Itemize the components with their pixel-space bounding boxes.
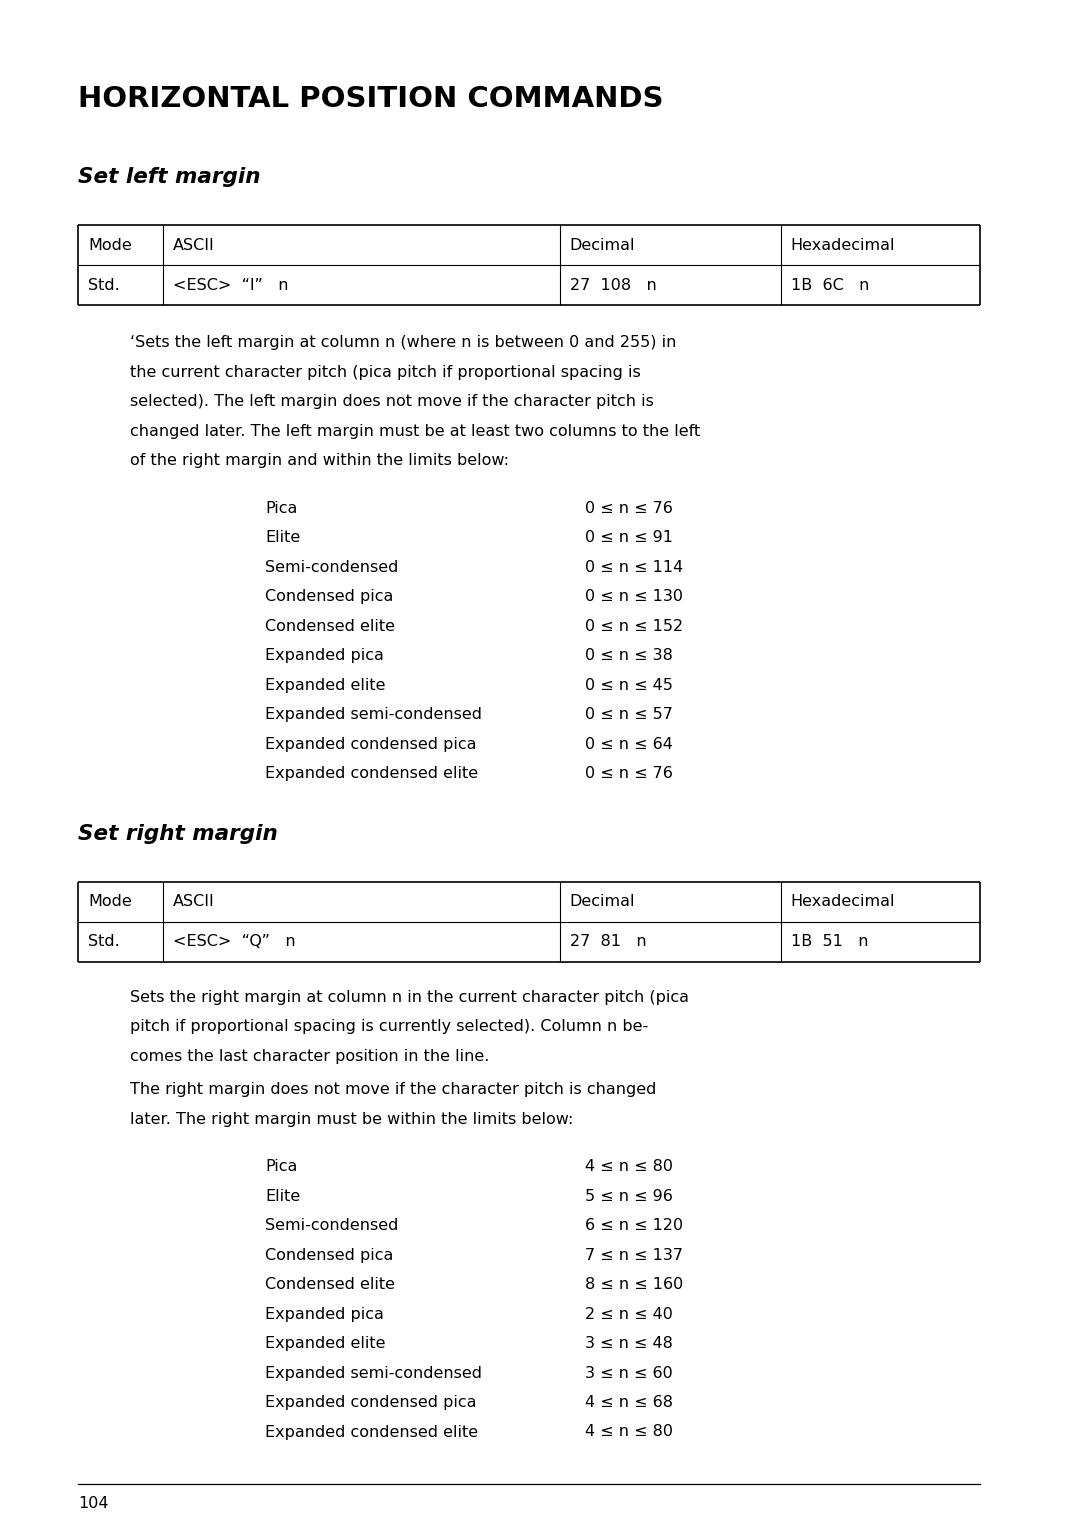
- Text: Mode: Mode: [87, 894, 132, 909]
- Text: Condensed pica: Condensed pica: [265, 1247, 393, 1262]
- Text: 0 ≤ n ≤ 130: 0 ≤ n ≤ 130: [585, 588, 683, 604]
- Text: Mode: Mode: [87, 237, 132, 252]
- Text: Expanded semi-condensed: Expanded semi-condensed: [265, 707, 482, 723]
- Text: Expanded condensed elite: Expanded condensed elite: [265, 1424, 478, 1439]
- Text: 8 ≤ n ≤ 160: 8 ≤ n ≤ 160: [585, 1277, 684, 1293]
- Text: The right margin does not move if the character pitch is changed: The right margin does not move if the ch…: [130, 1082, 657, 1097]
- Text: HORIZONTAL POSITION COMMANDS: HORIZONTAL POSITION COMMANDS: [78, 86, 663, 113]
- Text: Semi-condensed: Semi-condensed: [265, 559, 399, 575]
- Text: Pica: Pica: [265, 501, 297, 515]
- Text: Set left margin: Set left margin: [78, 167, 260, 186]
- Text: Hexadecimal: Hexadecimal: [791, 237, 895, 252]
- Text: pitch if proportional spacing is currently selected). Column n be-: pitch if proportional spacing is current…: [130, 1019, 648, 1034]
- Text: 0 ≤ n ≤ 114: 0 ≤ n ≤ 114: [585, 559, 684, 575]
- Text: 0 ≤ n ≤ 76: 0 ≤ n ≤ 76: [585, 766, 673, 781]
- Text: 27  81   n: 27 81 n: [569, 934, 646, 949]
- Text: Sets the right margin at column n in the current character pitch (pica: Sets the right margin at column n in the…: [130, 990, 689, 1004]
- Text: Expanded pica: Expanded pica: [265, 1306, 383, 1322]
- Text: 1B  51   n: 1B 51 n: [791, 934, 868, 949]
- Text: 3 ≤ n ≤ 60: 3 ≤ n ≤ 60: [585, 1366, 673, 1380]
- Text: selected). The left margin does not move if the character pitch is: selected). The left margin does not move…: [130, 394, 653, 410]
- Text: Expanded elite: Expanded elite: [265, 1335, 386, 1351]
- Text: Decimal: Decimal: [569, 237, 635, 252]
- Text: <ESC>  “Q”   n: <ESC> “Q” n: [173, 934, 296, 949]
- Text: Decimal: Decimal: [569, 894, 635, 909]
- Text: Expanded condensed elite: Expanded condensed elite: [265, 766, 478, 781]
- Text: 3 ≤ n ≤ 48: 3 ≤ n ≤ 48: [585, 1335, 673, 1351]
- Text: 0 ≤ n ≤ 76: 0 ≤ n ≤ 76: [585, 501, 673, 515]
- Text: Condensed pica: Condensed pica: [265, 588, 393, 604]
- Text: 4 ≤ n ≤ 80: 4 ≤ n ≤ 80: [585, 1160, 673, 1174]
- Text: Expanded elite: Expanded elite: [265, 677, 386, 692]
- Text: 7 ≤ n ≤ 137: 7 ≤ n ≤ 137: [585, 1247, 683, 1262]
- Text: 1B  6C   n: 1B 6C n: [791, 278, 869, 292]
- Text: comes the last character position in the line.: comes the last character position in the…: [130, 1048, 489, 1063]
- Text: 27  108   n: 27 108 n: [569, 278, 657, 292]
- Text: 5 ≤ n ≤ 96: 5 ≤ n ≤ 96: [585, 1189, 673, 1204]
- Text: Expanded condensed pica: Expanded condensed pica: [265, 736, 476, 752]
- Text: 0 ≤ n ≤ 64: 0 ≤ n ≤ 64: [585, 736, 673, 752]
- Text: the current character pitch (pica pitch if proportional spacing is: the current character pitch (pica pitch …: [130, 365, 640, 379]
- Text: Hexadecimal: Hexadecimal: [791, 894, 895, 909]
- Text: later. The right margin must be within the limits below:: later. The right margin must be within t…: [130, 1111, 573, 1126]
- Text: ASCII: ASCII: [173, 894, 215, 909]
- Text: <ESC>  “l”   n: <ESC> “l” n: [173, 278, 288, 292]
- Text: Set right margin: Set right margin: [78, 824, 278, 843]
- Text: Elite: Elite: [265, 530, 300, 545]
- Text: Std.: Std.: [87, 934, 120, 949]
- Text: 4 ≤ n ≤ 80: 4 ≤ n ≤ 80: [585, 1424, 673, 1439]
- Text: Expanded semi-condensed: Expanded semi-condensed: [265, 1366, 482, 1380]
- Text: 2 ≤ n ≤ 40: 2 ≤ n ≤ 40: [585, 1306, 673, 1322]
- Text: Condensed elite: Condensed elite: [265, 619, 395, 634]
- Text: ASCII: ASCII: [173, 237, 215, 252]
- Text: 0 ≤ n ≤ 91: 0 ≤ n ≤ 91: [585, 530, 673, 545]
- Text: Expanded pica: Expanded pica: [265, 648, 383, 663]
- Text: 0 ≤ n ≤ 45: 0 ≤ n ≤ 45: [585, 677, 673, 692]
- Text: Semi-condensed: Semi-condensed: [265, 1218, 399, 1233]
- Text: 104: 104: [78, 1496, 108, 1511]
- Text: Std.: Std.: [87, 278, 120, 292]
- Text: 0 ≤ n ≤ 57: 0 ≤ n ≤ 57: [585, 707, 673, 723]
- Text: 6 ≤ n ≤ 120: 6 ≤ n ≤ 120: [585, 1218, 684, 1233]
- Text: Pica: Pica: [265, 1160, 297, 1174]
- Text: 0 ≤ n ≤ 152: 0 ≤ n ≤ 152: [585, 619, 684, 634]
- Text: ‘Sets the left margin at column n (where n is between 0 and 255) in: ‘Sets the left margin at column n (where…: [130, 335, 676, 350]
- Text: Expanded condensed pica: Expanded condensed pica: [265, 1395, 476, 1410]
- Text: 4 ≤ n ≤ 68: 4 ≤ n ≤ 68: [585, 1395, 673, 1410]
- Text: Elite: Elite: [265, 1189, 300, 1204]
- Text: changed later. The left margin must be at least two columns to the left: changed later. The left margin must be a…: [130, 423, 700, 439]
- Text: of the right margin and within the limits below:: of the right margin and within the limit…: [130, 452, 509, 468]
- Text: Condensed elite: Condensed elite: [265, 1277, 395, 1293]
- Text: 0 ≤ n ≤ 38: 0 ≤ n ≤ 38: [585, 648, 673, 663]
